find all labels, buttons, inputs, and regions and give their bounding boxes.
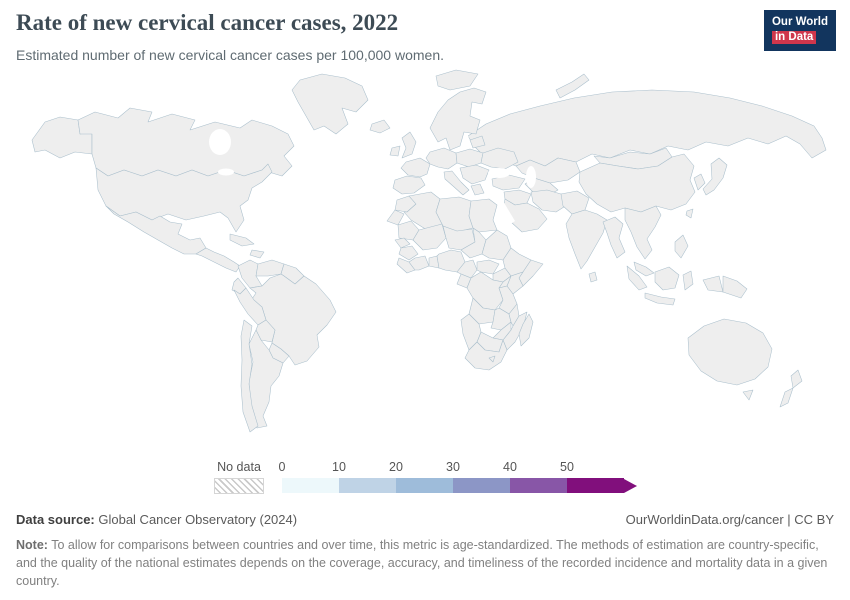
country-guinea[interactable]	[398, 245, 419, 261]
black-sea	[488, 168, 510, 178]
country-ivory-coast[interactable]	[408, 255, 430, 271]
caspian-sea	[526, 166, 536, 188]
country-philippines[interactable]	[674, 234, 689, 259]
country-eastern-europe[interactable]	[455, 148, 484, 168]
hudson-bay	[209, 129, 231, 155]
country-senegal[interactable]	[394, 237, 411, 249]
country-sri-lanka[interactable]	[588, 271, 598, 283]
country-canada[interactable]	[77, 107, 295, 177]
legend-tick: 40	[503, 460, 517, 474]
country-nz-south[interactable]	[779, 387, 794, 408]
country-australia[interactable]	[687, 318, 773, 386]
country-borneo[interactable]	[654, 266, 680, 291]
baltic-sea	[463, 134, 469, 146]
country-uk[interactable]	[401, 131, 417, 159]
legend-tick: 0	[278, 460, 286, 474]
country-india[interactable]	[565, 209, 608, 270]
legend-tick-labels: 0 10 20 30 40 50	[278, 460, 638, 476]
country-ireland[interactable]	[389, 145, 401, 157]
data-source-line[interactable]: Data source: Global Cancer Observatory (…	[16, 512, 298, 527]
legend-bin-0-10[interactable]	[282, 478, 339, 493]
country-mexico[interactable]	[105, 205, 207, 255]
country-hispaniola[interactable]	[249, 249, 265, 259]
no-data-swatch[interactable]	[214, 478, 264, 494]
page-title: Rate of new cervical cancer cases, 2022	[16, 10, 399, 35]
country-peru[interactable]	[233, 287, 267, 326]
country-iberia[interactable]	[392, 175, 426, 195]
country-egypt[interactable]	[468, 198, 498, 233]
country-chile[interactable]	[240, 319, 259, 433]
country-central-african-republic[interactable]	[476, 259, 500, 275]
country-south-africa[interactable]	[464, 339, 508, 371]
country-venezuela[interactable]	[255, 259, 285, 277]
map-legend: No data 0 10 20 30 40 50	[214, 460, 694, 500]
country-central-america[interactable]	[195, 247, 241, 273]
country-iran[interactable]	[530, 189, 568, 213]
country-zimbabwe[interactable]	[492, 321, 512, 341]
country-colombia[interactable]	[237, 259, 263, 289]
country-iceland[interactable]	[369, 119, 391, 134]
country-ukraine[interactable]	[480, 147, 519, 170]
legend-bin-30-40[interactable]	[453, 478, 510, 493]
data-source-label: Data source:	[16, 512, 95, 527]
country-tasmania[interactable]	[742, 389, 754, 401]
world-map	[31, 69, 827, 433]
red-sea	[497, 201, 515, 225]
country-japan[interactable]	[702, 157, 728, 196]
note-label: Note:	[16, 538, 48, 552]
owid-logo-line1: Our World	[771, 16, 828, 28]
country-central-europe[interactable]	[425, 147, 458, 170]
country-cuba[interactable]	[229, 233, 255, 247]
country-baltics[interactable]	[469, 135, 486, 149]
country-papua-new-guinea[interactable]	[722, 275, 748, 299]
legend-bin-50-60[interactable]	[567, 478, 624, 493]
country-balkans[interactable]	[459, 164, 490, 185]
country-west-papua[interactable]	[702, 275, 724, 293]
country-svalbard[interactable]	[435, 69, 479, 91]
country-malaysia[interactable]	[633, 261, 655, 277]
legend-arrow	[624, 478, 637, 493]
legend-bin-40-50[interactable]	[510, 478, 567, 493]
legend-tick: 50	[560, 460, 574, 474]
legend-colorbar: 0 10 20 30 40 50	[278, 460, 638, 493]
country-myanmar[interactable]	[602, 216, 626, 259]
owid-logo-line2: in Data	[771, 30, 828, 45]
country-sulawesi[interactable]	[682, 270, 694, 291]
country-nz-north[interactable]	[790, 369, 803, 389]
country-greenland[interactable]	[291, 73, 369, 135]
chart-subtitle: Estimated number of new cervical cancer …	[16, 47, 444, 63]
country-taiwan[interactable]	[685, 208, 694, 219]
country-java[interactable]	[644, 292, 676, 306]
country-china[interactable]	[578, 153, 696, 213]
country-niger[interactable]	[442, 225, 476, 251]
country-korea[interactable]	[693, 173, 706, 191]
country-novaya-zemlya[interactable]	[555, 73, 590, 99]
legend-bin-10-20[interactable]	[339, 478, 396, 493]
owid-logo[interactable]: Our World in Data	[763, 10, 836, 51]
legend-tick: 10	[332, 460, 346, 474]
country-sumatra[interactable]	[626, 265, 648, 291]
legend-tick: 20	[389, 460, 403, 474]
country-madagascar[interactable]	[518, 313, 534, 347]
no-data-label: No data	[217, 460, 261, 474]
legend-tick: 30	[446, 460, 460, 474]
legend-bin-20-30[interactable]	[396, 478, 453, 493]
country-greece[interactable]	[470, 183, 485, 196]
credit-link[interactable]: OurWorldinData.org/cancer | CC BY	[625, 512, 834, 527]
country-france[interactable]	[400, 157, 431, 178]
country-italy[interactable]	[443, 170, 470, 196]
country-liberia-sierra-leone[interactable]	[396, 257, 416, 274]
chart-footer: Data source: Global Cancer Observatory (…	[16, 512, 834, 590]
legend-bar	[282, 478, 638, 493]
note-text: Note: To allow for comparisons between c…	[16, 538, 828, 589]
great-lakes	[218, 168, 234, 176]
country-western-sahara[interactable]	[386, 209, 405, 226]
country-scandinavia[interactable]	[429, 87, 487, 151]
country-mali[interactable]	[412, 223, 447, 251]
country-lesotho[interactable]	[488, 355, 496, 363]
country-indochina[interactable]	[624, 205, 662, 260]
